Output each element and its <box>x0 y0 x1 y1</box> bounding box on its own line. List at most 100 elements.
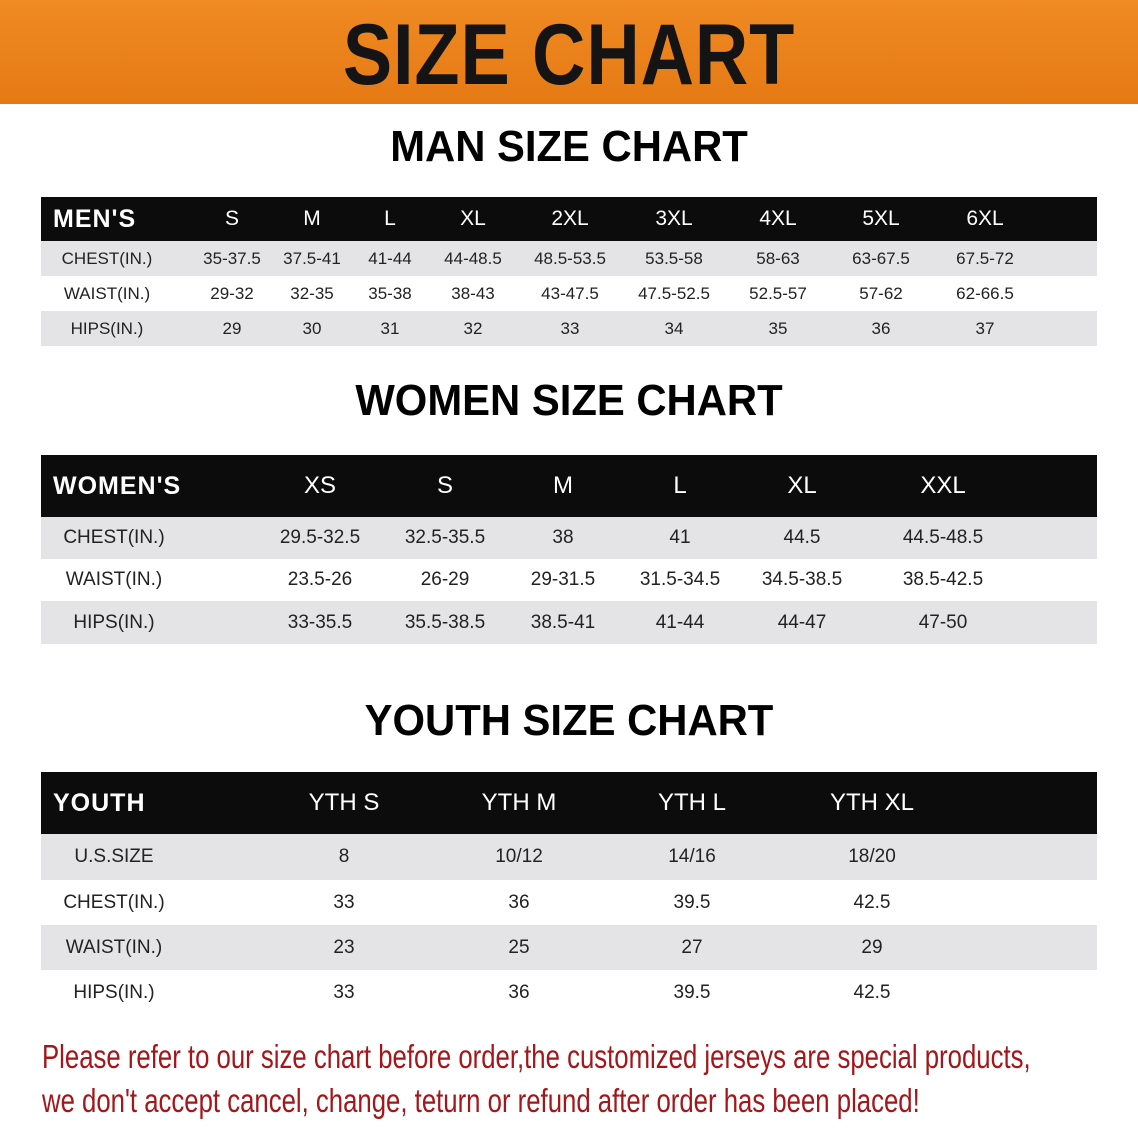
table-cell: 33 <box>560 318 580 338</box>
table-cell: 23.5-26 <box>287 569 353 590</box>
table-cell: 35-38 <box>368 283 412 303</box>
table-cell: 29.5-32.5 <box>279 527 361 548</box>
table-cell: 35.5-38.5 <box>404 611 486 633</box>
page-title: SIZE CHART <box>342 7 796 103</box>
youth-section-title: YOUTH SIZE CHART <box>364 696 774 745</box>
table-cell: 38.5-41 <box>530 611 596 633</box>
size-header: 3XL <box>655 207 693 230</box>
table-cell: 34.5-38.5 <box>761 569 843 590</box>
table-cell: 43-47.5 <box>541 283 599 303</box>
table-row: WAIST(IN.) 29-32 32-35 35-38 38-43 43-47.5 47.… <box>41 276 1097 311</box>
table-cell: 37 <box>975 318 995 338</box>
size-header: XXL <box>920 472 966 499</box>
size-header: YTH XL <box>829 789 915 816</box>
women-size-table: WOMEN'S XS S M L XL XXL CHEST(IN.) 29.5-32.5 32.5… <box>41 455 1097 644</box>
table-cell: 33-35.5 <box>287 611 353 633</box>
table-cell: 32 <box>463 318 483 338</box>
measurement-label: WAIST(IN.) <box>63 283 151 303</box>
table-cell: 44.5 <box>783 527 821 548</box>
table-cell: 18/20 <box>848 846 896 867</box>
table-cell: 14/16 <box>668 846 716 867</box>
table-cell: 36 <box>508 891 530 913</box>
table-cell: 29 <box>861 936 883 958</box>
measurement-label: U.S.SIZE <box>74 846 154 867</box>
size-header: 5XL <box>862 207 900 230</box>
table-cell: 35-37.5 <box>203 248 261 268</box>
table-cell: 30 <box>302 318 322 338</box>
table-cell: 33 <box>333 891 355 913</box>
youth-size-table: YOUTH YTH S YTH M YTH L YTH XL U.S.SIZE 8 10/12… <box>41 772 1097 1015</box>
table-cell: 53.5-58 <box>645 248 703 268</box>
table-cell: 39.5 <box>673 981 711 1003</box>
youth-category-label: YOUTH <box>53 788 146 817</box>
table-cell: 41-44 <box>368 248 412 268</box>
table-cell: 32-35 <box>290 283 334 303</box>
youth-header-row: YOUTH YTH S YTH M YTH L YTH XL <box>41 772 1097 834</box>
measurement-label: CHEST(IN.) <box>63 891 165 913</box>
measurement-label: HIPS(IN.) <box>70 318 144 338</box>
table-cell: 34 <box>664 318 684 338</box>
table-cell: 44.5-48.5 <box>902 527 984 548</box>
table-cell: 29 <box>222 318 242 338</box>
table-cell: 31 <box>380 318 400 338</box>
table-cell: 47.5-52.5 <box>638 283 710 303</box>
table-cell: 29-31.5 <box>530 569 596 590</box>
size-header: M <box>303 207 321 230</box>
table-cell: 27 <box>681 936 703 958</box>
size-header: XL <box>460 207 486 230</box>
table-row: HIPS(IN.) 29 30 31 32 33 34 35 36 37 <box>41 311 1097 346</box>
size-chart-banner: SIZE CHART <box>0 0 1138 104</box>
men-header-row: MEN'S S M L XL 2XL 3XL 4XL 5XL 6XL <box>41 197 1097 241</box>
table-row: HIPS(IN.) 33 36 39.5 42.5 <box>41 970 1097 1015</box>
measurement-label: WAIST(IN.) <box>65 936 163 958</box>
table-cell: 8 <box>338 846 350 867</box>
table-cell: 25 <box>508 936 530 958</box>
table-cell: 23 <box>333 936 355 958</box>
table-cell: 41-44 <box>655 611 705 633</box>
measurement-label: WAIST(IN.) <box>65 569 163 590</box>
size-header: M <box>553 472 573 499</box>
table-cell: 31.5-34.5 <box>639 569 721 590</box>
table-cell: 10/12 <box>495 846 543 867</box>
men-size-table: MEN'S S M L XL 2XL 3XL 4XL 5XL 6XL CHEST(IN.) 35-37… <box>41 197 1097 346</box>
measurement-label: HIPS(IN.) <box>73 611 155 633</box>
table-row: CHEST(IN.) 33 36 39.5 42.5 <box>41 880 1097 925</box>
table-cell: 63-67.5 <box>852 248 910 268</box>
table-cell: 33 <box>333 981 355 1003</box>
notice-line-2: we don't accept cancel, change, teturn o… <box>42 1082 920 1119</box>
table-row: U.S.SIZE 8 10/12 14/16 18/20 <box>41 834 1097 880</box>
table-row: WAIST(IN.) 23.5-26 26-29 29-31.5 31.5-34.5 34… <box>41 559 1097 601</box>
women-category-label: WOMEN'S <box>53 471 182 500</box>
measurement-label: HIPS(IN.) <box>73 981 155 1003</box>
table-cell: 67.5-72 <box>956 248 1014 268</box>
women-section-title: WOMEN SIZE CHART <box>355 376 783 425</box>
table-cell: 42.5 <box>853 981 891 1003</box>
size-header: 6XL <box>966 207 1004 230</box>
table-cell: 36 <box>871 318 891 338</box>
table-row: CHEST(IN.) 29.5-32.5 32.5-35.5 38 41 44.5 44.5… <box>41 517 1097 559</box>
table-cell: 38.5-42.5 <box>902 569 984 590</box>
table-cell: 44-48.5 <box>444 248 502 268</box>
table-cell: 57-62 <box>859 283 903 303</box>
men-section-title: MAN SIZE CHART <box>390 122 748 171</box>
table-cell: 52.5-57 <box>749 283 807 303</box>
measurement-label: CHEST(IN.) <box>63 527 165 548</box>
measurement-label: CHEST(IN.) <box>61 248 153 268</box>
size-header: 4XL <box>759 207 797 230</box>
table-cell: 36 <box>508 981 530 1003</box>
table-cell: 38-43 <box>451 283 495 303</box>
table-cell: 48.5-53.5 <box>534 248 606 268</box>
table-cell: 47-50 <box>918 611 968 633</box>
table-row: HIPS(IN.) 33-35.5 35.5-38.5 38.5-41 41-44 44-… <box>41 601 1097 644</box>
table-cell: 62-66.5 <box>956 283 1014 303</box>
size-header: XS <box>303 472 336 499</box>
table-cell: 29-32 <box>210 283 254 303</box>
size-header: YTH S <box>308 789 380 816</box>
table-cell: 39.5 <box>673 891 711 913</box>
table-row: CHEST(IN.) 35-37.5 37.5-41 41-44 44-48.5 48.5… <box>41 241 1097 276</box>
table-cell: 38 <box>552 527 574 548</box>
women-header-row: WOMEN'S XS S M L XL XXL <box>41 455 1097 517</box>
size-header: S <box>436 472 453 499</box>
table-cell: 32.5-35.5 <box>404 527 486 548</box>
table-cell: 35 <box>768 318 788 338</box>
